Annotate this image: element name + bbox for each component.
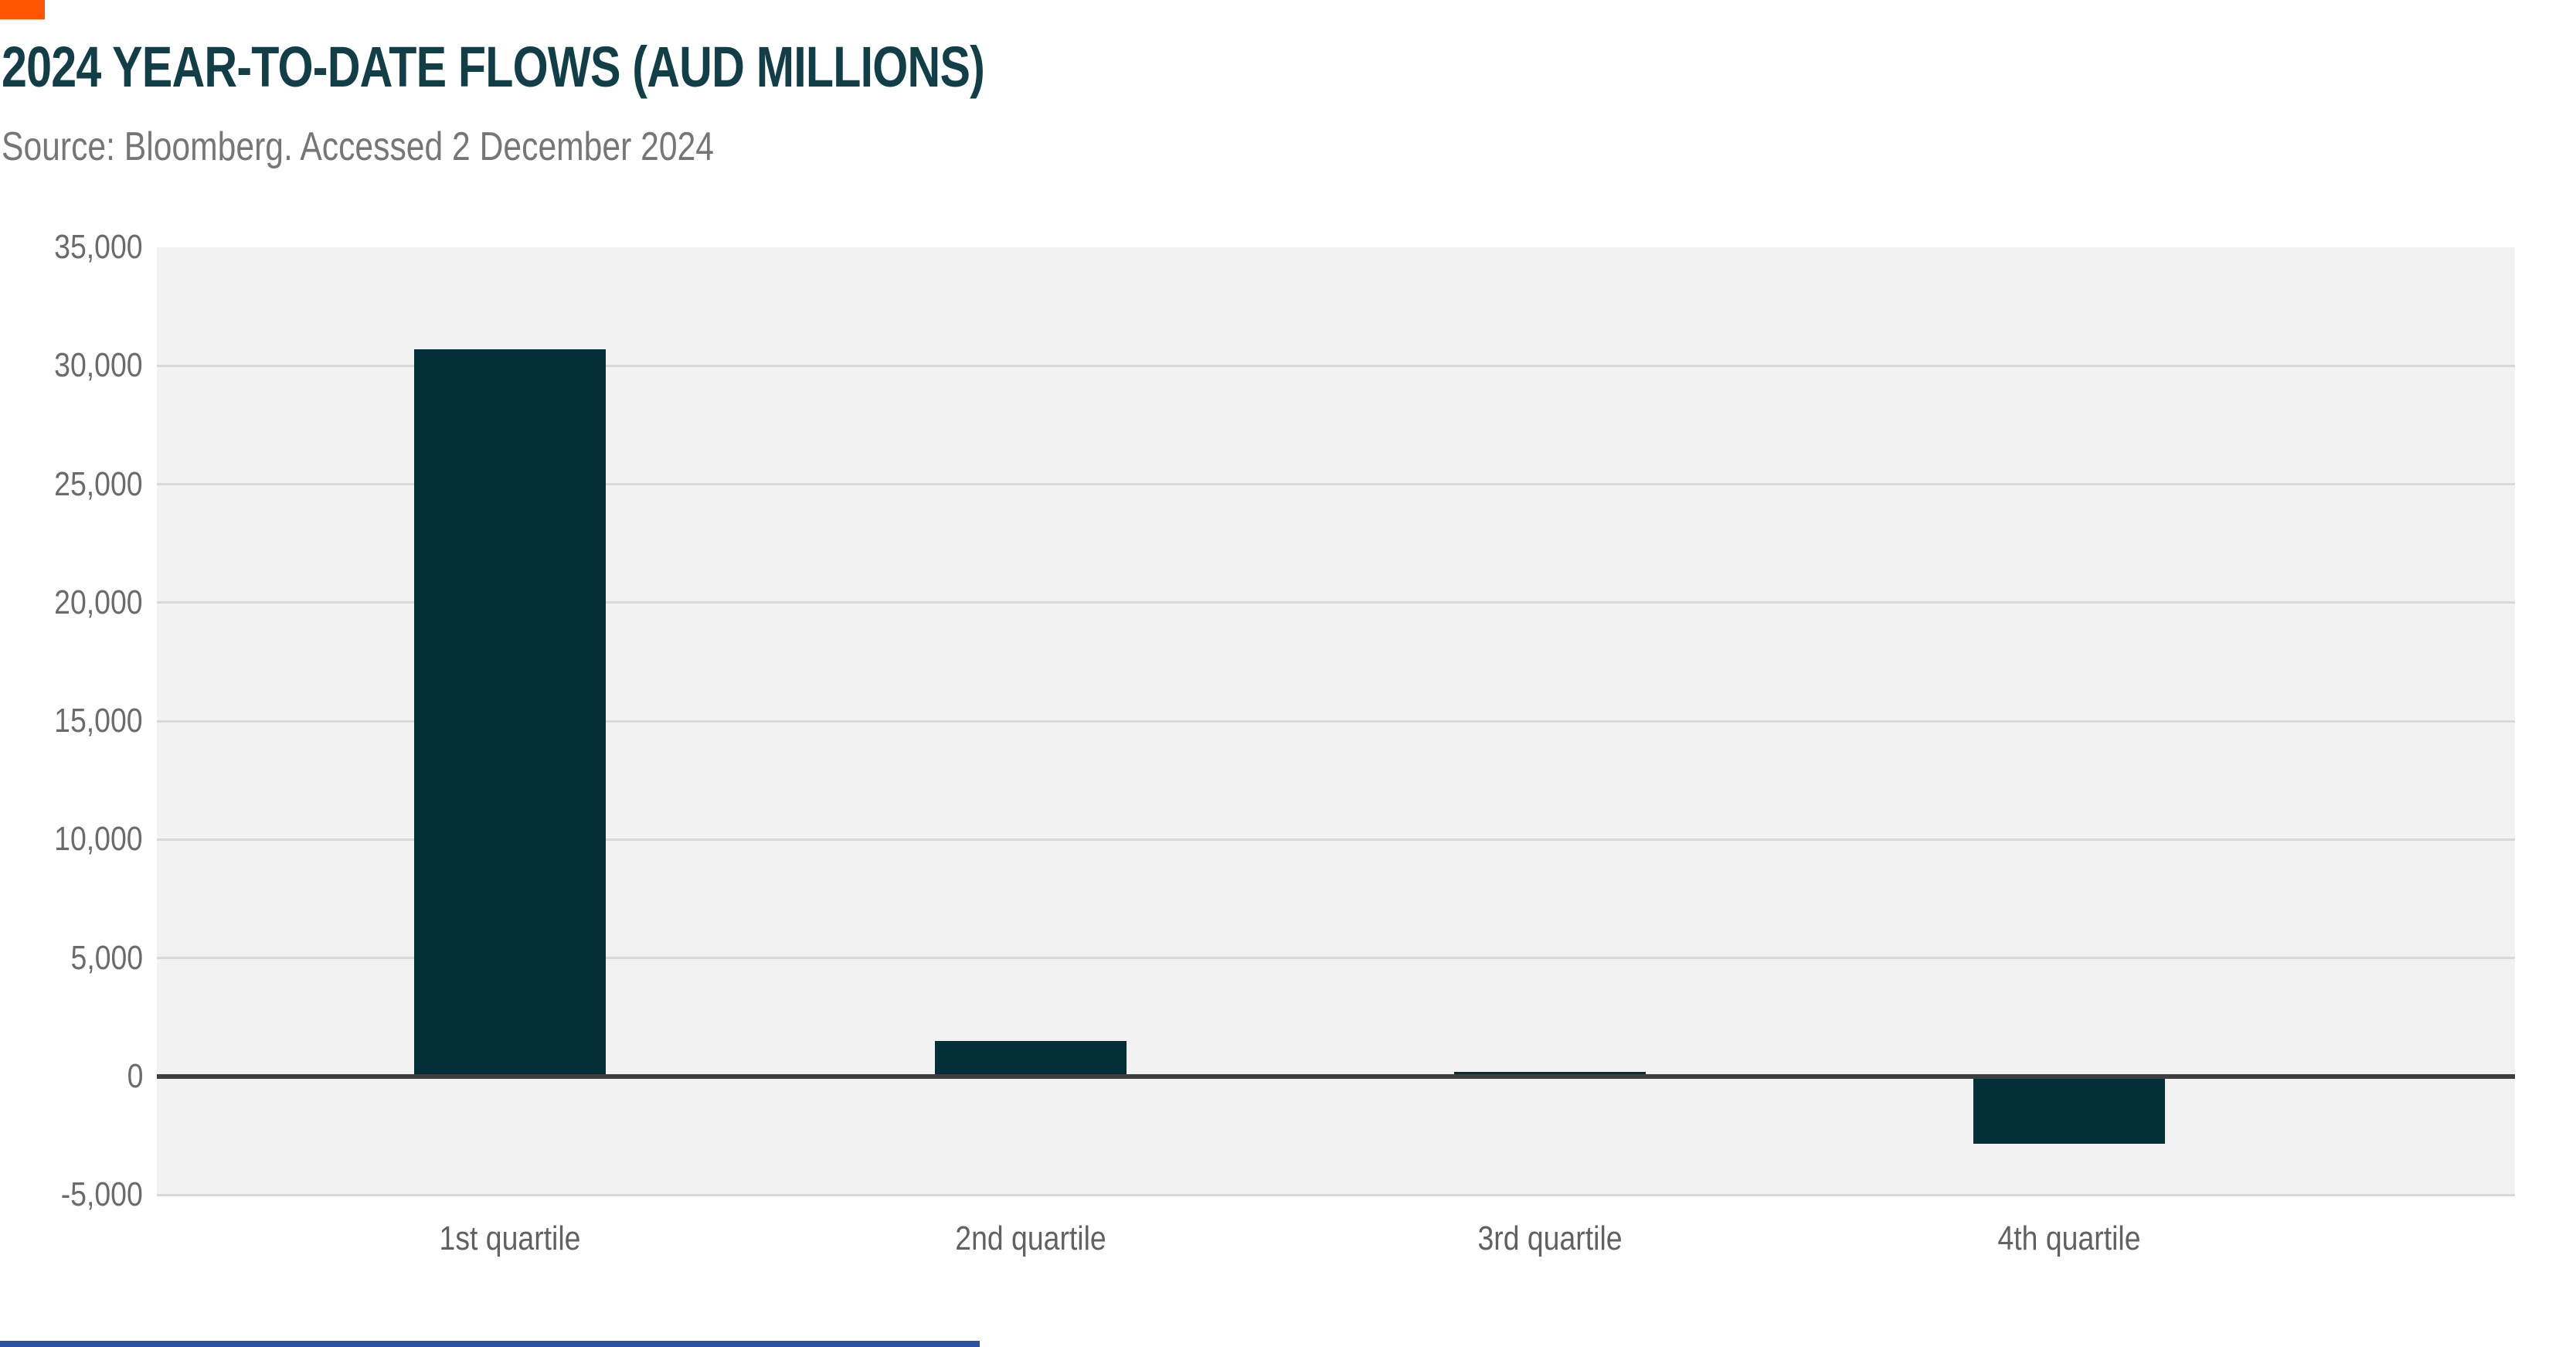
y-gridline-5000 xyxy=(157,957,2515,959)
chart-title-text: 2024 YEAR-TO-DATE FLOWS (AUD MILLIONS) xyxy=(2,35,985,99)
y-tick-label-25000: 25,000 xyxy=(54,464,143,503)
bar-1st-quartile xyxy=(413,349,606,1077)
bar-3rd-quartile xyxy=(1454,1071,1647,1077)
chart-title: 2024 YEAR-TO-DATE FLOWS (AUD MILLIONS) xyxy=(2,35,1230,99)
x-tick-label-1st-quartile: 1st quartile xyxy=(439,1219,581,1257)
chart-source-text: Source: Bloomberg. Accessed 2 December 2… xyxy=(2,124,715,169)
brand-accent-rect xyxy=(0,0,45,19)
zero-axis-line xyxy=(157,1073,2515,1079)
y-tick-label--5000: -5,000 xyxy=(60,1175,143,1213)
y-gridline-20000 xyxy=(157,601,2515,604)
y-tick-label-20000: 20,000 xyxy=(54,583,143,621)
y-tick-label-10000: 10,000 xyxy=(54,820,143,859)
y-gridline-10000 xyxy=(157,838,2515,841)
footer-brand-strip xyxy=(0,1341,980,1347)
y-tick-label-5000: 5,000 xyxy=(70,938,143,977)
y-gridline-25000 xyxy=(157,483,2515,485)
y-tick-label-0: 0 xyxy=(127,1056,143,1095)
y-tick-label-15000: 15,000 xyxy=(54,702,143,740)
chart-source-line: Source: Bloomberg. Accessed 2 December 2… xyxy=(2,124,870,170)
y-tick-label-30000: 30,000 xyxy=(54,346,143,385)
x-tick-label-3rd-quartile: 3rd quartile xyxy=(1477,1219,1623,1257)
x-tick-label-2nd-quartile: 2nd quartile xyxy=(955,1219,1106,1257)
plot-area xyxy=(157,247,2515,1196)
bar-2nd-quartile xyxy=(935,1040,1127,1077)
y-gridline-30000 xyxy=(157,364,2515,367)
bar-4th-quartile xyxy=(1973,1076,2166,1145)
y-gridline--5000 xyxy=(157,1193,2515,1196)
y-gridline-15000 xyxy=(157,719,2515,723)
x-tick-label-4th-quartile: 4th quartile xyxy=(1997,1219,2141,1257)
y-tick-label-35000: 35,000 xyxy=(54,228,143,266)
